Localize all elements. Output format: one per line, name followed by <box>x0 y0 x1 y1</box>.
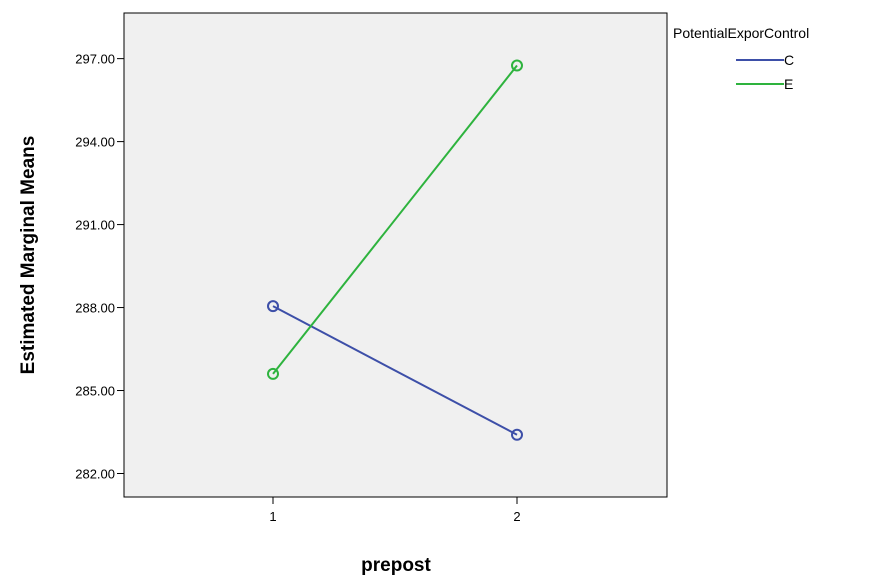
x-tick-label: 1 <box>269 509 276 524</box>
series-layer <box>267 59 523 441</box>
plot-area <box>123 12 668 498</box>
y-tick-label: 282.00 <box>75 466 115 481</box>
y-tick-label: 297.00 <box>75 52 115 67</box>
legend-items: CE <box>736 52 794 92</box>
y-tick-label: 294.00 <box>75 135 115 150</box>
series-line-C <box>272 305 518 436</box>
y-axis-ticks: 282.00 285.00 288.00 291.00 294.00 297.00 <box>75 52 124 481</box>
legend-label-C: C <box>784 52 794 68</box>
x-axis-title: prepost <box>361 555 431 576</box>
data-point-E-1 <box>267 367 279 380</box>
data-point-E-2 <box>511 59 523 72</box>
y-tick-label: 285.00 <box>75 384 115 399</box>
legend-label-E: E <box>784 76 793 92</box>
data-point-C-2 <box>511 428 523 441</box>
data-point-C-1 <box>267 300 279 313</box>
series-line-E <box>272 64 518 375</box>
x-tick-label: 2 <box>513 509 520 524</box>
y-tick-label: 288.00 <box>75 301 115 316</box>
legend-title: PotentialExporControl <box>673 25 809 41</box>
y-axis-title: Estimated Marginal Means <box>18 136 39 375</box>
legend: PotentialExporControl CE <box>673 25 809 92</box>
y-tick-label: 291.00 <box>75 218 115 233</box>
